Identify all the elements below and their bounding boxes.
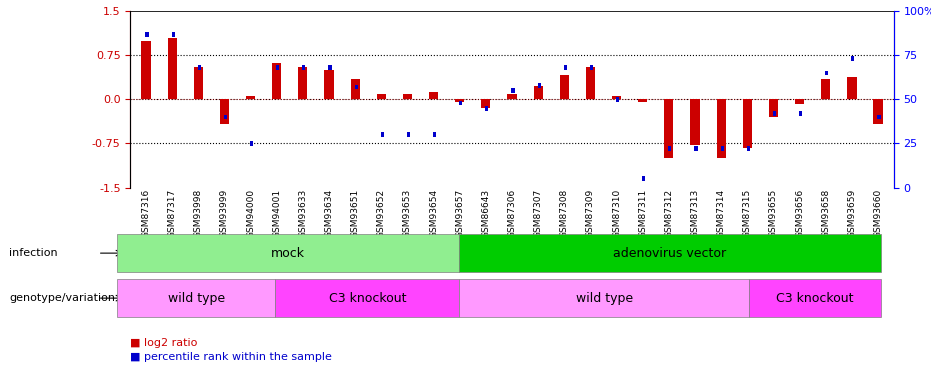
Bar (769, 99, 778, 117)
Bar (773, 111, 776, 116)
Text: infection: infection (9, 248, 58, 258)
Bar (586, 67, 595, 99)
Bar (407, 132, 410, 137)
Bar (590, 65, 593, 70)
Text: mock: mock (271, 247, 305, 259)
Bar (747, 146, 749, 151)
Bar (665, 99, 673, 158)
Bar (717, 99, 726, 158)
Bar (355, 85, 358, 89)
Bar (325, 70, 333, 99)
Bar (691, 99, 699, 145)
Bar (433, 132, 436, 137)
Bar (695, 146, 697, 151)
Bar (171, 32, 175, 36)
Bar (377, 93, 386, 99)
Bar (142, 40, 151, 99)
Text: ■ percentile rank within the sample: ■ percentile rank within the sample (130, 352, 332, 362)
Bar (223, 115, 227, 119)
Bar (145, 32, 149, 36)
Bar (511, 88, 515, 93)
Bar (616, 97, 619, 102)
Bar (485, 106, 489, 111)
Bar (851, 57, 855, 61)
Bar (799, 111, 803, 116)
Bar (847, 77, 857, 99)
Text: genotype/variation: genotype/variation (9, 293, 115, 303)
Text: C3 knockout: C3 knockout (776, 292, 854, 304)
Bar (168, 38, 177, 99)
Bar (612, 96, 621, 99)
Bar (563, 65, 567, 70)
Bar (560, 75, 569, 99)
Bar (481, 99, 491, 108)
Bar (533, 87, 543, 99)
Bar (272, 63, 281, 99)
Bar (743, 99, 752, 147)
Bar (795, 99, 804, 104)
Bar (429, 92, 439, 99)
Text: ■ log2 ratio: ■ log2 ratio (130, 338, 197, 348)
Bar (303, 65, 305, 70)
Bar (455, 99, 465, 102)
Bar (537, 83, 541, 88)
Bar (638, 99, 647, 102)
Bar (642, 176, 645, 181)
Text: C3 knockout: C3 knockout (329, 292, 406, 304)
Bar (381, 132, 384, 137)
Bar (298, 67, 307, 99)
Bar (277, 65, 279, 70)
Bar (825, 70, 829, 75)
Bar (507, 93, 517, 99)
Bar (220, 99, 229, 124)
Bar (873, 99, 883, 124)
Text: adenovirus vector: adenovirus vector (614, 247, 726, 259)
Bar (329, 65, 331, 70)
Text: wild type: wild type (575, 292, 633, 304)
Bar (246, 96, 255, 99)
Bar (877, 115, 881, 119)
Bar (668, 146, 671, 151)
Text: wild type: wild type (168, 292, 224, 304)
Bar (351, 79, 359, 99)
Bar (821, 79, 830, 99)
Bar (403, 93, 412, 99)
Bar (197, 65, 201, 70)
Bar (194, 67, 203, 99)
Bar (459, 100, 463, 105)
Bar (250, 141, 253, 146)
Bar (721, 146, 723, 151)
